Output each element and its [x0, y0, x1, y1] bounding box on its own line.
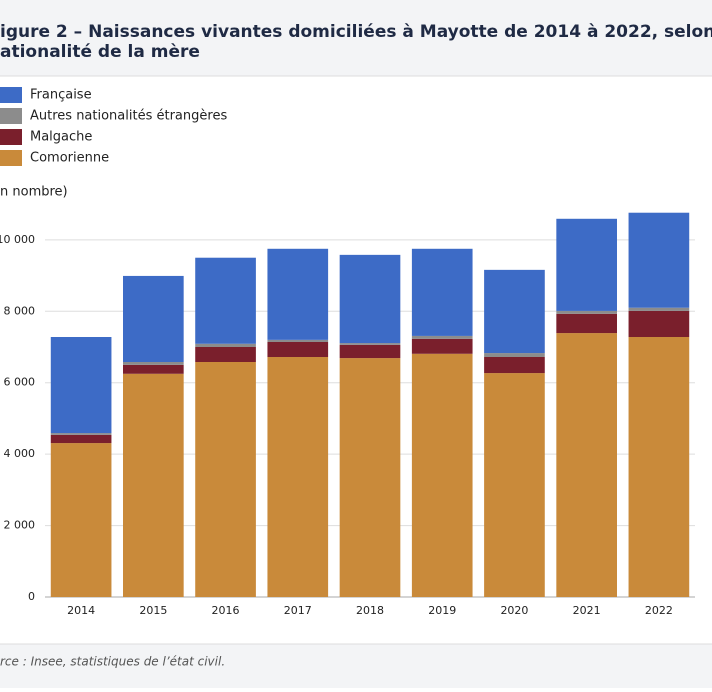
bar-segment — [556, 218, 617, 311]
bar-segment — [195, 343, 256, 347]
bar-segment — [267, 339, 329, 342]
y-tick-label: 10 000 — [0, 233, 35, 246]
legend-swatch — [0, 129, 22, 145]
bar-segment — [484, 373, 545, 597]
x-tick-label: 2020 — [500, 604, 528, 617]
x-tick-label: 2019 — [428, 604, 456, 617]
bar-segment — [411, 335, 473, 339]
legend-swatch — [0, 108, 22, 124]
bar-segment — [123, 364, 184, 374]
legend-label: Comorienne — [30, 151, 109, 166]
footer-band — [0, 644, 712, 688]
x-tick-label: 2015 — [139, 604, 167, 617]
x-tick-label: 2017 — [284, 604, 312, 617]
y-tick-label: 0 — [28, 590, 35, 603]
bar-segment — [267, 357, 329, 597]
y-tick-label: 8 000 — [4, 304, 36, 317]
bar-segment — [339, 343, 401, 345]
bar-segment — [628, 307, 690, 311]
bar-segment — [628, 212, 690, 308]
x-tick-label: 2022 — [645, 604, 673, 617]
bar-segment — [50, 433, 112, 435]
x-tick-label: 2018 — [356, 604, 384, 617]
bar-segment — [267, 248, 329, 340]
bar-segment — [556, 333, 617, 597]
legend-label: Française — [30, 88, 92, 103]
legend-label: Malgache — [30, 130, 92, 145]
bar-segment — [123, 275, 184, 362]
bar-segment — [339, 254, 401, 344]
source: rce : Insee, statistiques de l’état civi… — [0, 655, 225, 669]
bar-segment — [50, 443, 112, 597]
bar-segment — [195, 257, 256, 344]
bar-segment — [339, 358, 401, 597]
chart-title: ationalité de la mère — [0, 42, 200, 62]
y-tick-label: 6 000 — [4, 376, 36, 389]
bar-segment — [556, 310, 617, 314]
bar-segment — [628, 310, 690, 337]
legend-swatch — [0, 87, 22, 103]
y-tick-label: 4 000 — [4, 447, 36, 460]
bar-segment — [628, 337, 690, 597]
bar-segment — [50, 337, 112, 434]
y-axis-label: n nombre) — [0, 185, 68, 200]
legend-swatch — [0, 150, 22, 166]
legend-label: Autres nationalités étrangères — [30, 109, 227, 124]
bar-segment — [123, 362, 184, 365]
x-tick-label: 2014 — [67, 604, 95, 617]
bar-segment — [411, 338, 473, 354]
x-tick-label: 2016 — [212, 604, 240, 617]
bar-segment — [195, 362, 256, 597]
bar-segment — [411, 248, 473, 336]
bar-segment — [195, 347, 256, 362]
bar-segment — [556, 313, 617, 334]
bar-segment — [484, 269, 545, 354]
bar-segment — [267, 342, 329, 357]
bar-segment — [50, 434, 112, 444]
bar-segment — [339, 344, 401, 359]
bar-segment — [484, 353, 545, 357]
header-band — [0, 0, 712, 76]
bar-segment — [484, 357, 545, 374]
x-tick-label: 2021 — [573, 604, 601, 617]
bar-segment — [411, 353, 473, 597]
y-tick-label: 2 000 — [4, 519, 36, 532]
bar-segment — [123, 373, 184, 597]
chart-title: igure 2 – Naissances vivantes domiciliée… — [0, 22, 712, 42]
